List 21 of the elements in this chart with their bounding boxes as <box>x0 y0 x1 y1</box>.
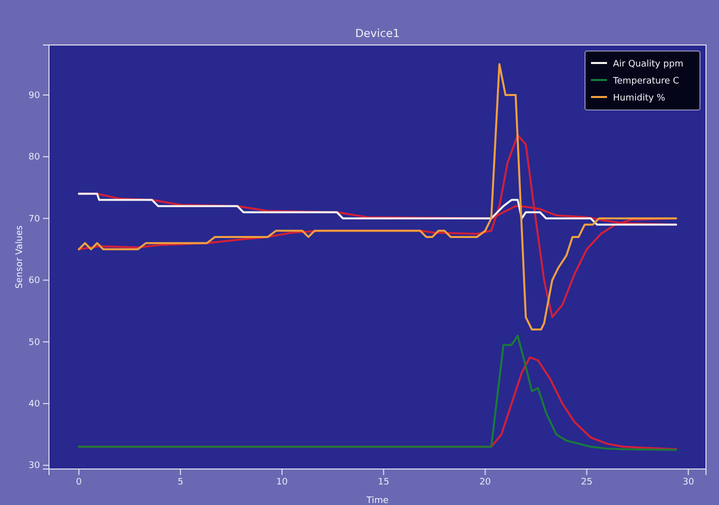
x-axis-title: Time <box>365 496 389 505</box>
y-tick-label: 30 <box>28 461 40 472</box>
line-series <box>78 334 678 451</box>
y-tick-label: 70 <box>28 214 40 224</box>
y-tick-label: 40 <box>28 399 40 410</box>
x-tick-label: 25 <box>581 477 592 488</box>
x-tick-label: 0 <box>76 477 82 488</box>
x-tick-label: 5 <box>178 477 184 488</box>
legend-label: Air Quality ppm <box>613 60 684 70</box>
x-tick-label: 15 <box>378 477 390 488</box>
legend-label: Humidity % <box>613 94 666 104</box>
legend-label: Temperature C <box>612 76 680 86</box>
chart-title: Device1 <box>355 27 400 40</box>
x-tick-label: 20 <box>479 477 492 488</box>
y-tick-label: 80 <box>28 152 40 163</box>
y-tick-label: 60 <box>28 276 40 286</box>
y-tick-label: 50 <box>28 338 40 348</box>
x-tick-label: 10 <box>276 477 288 488</box>
y-axis-title: Sensor Values <box>15 225 25 289</box>
x-tick-label: 30 <box>682 477 694 488</box>
y-tick-label: 90 <box>28 90 40 101</box>
